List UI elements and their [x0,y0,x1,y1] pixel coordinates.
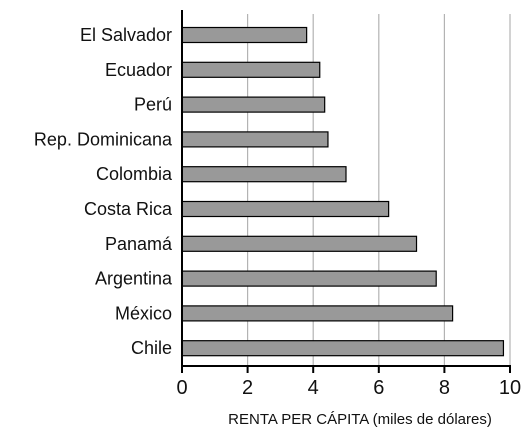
category-label-4: Colombia [96,164,173,184]
category-label-9: Chile [131,338,172,358]
category-label-8: México [115,303,172,323]
category-label-0: El Salvador [80,25,172,45]
bar-9 [181,340,505,357]
x-tick-label-4: 8 [439,377,450,399]
bar-5 [181,200,390,218]
x-tick-label-3: 6 [373,377,384,399]
category-label-6: Panamá [105,234,173,254]
category-label-5: Costa Rica [84,199,173,219]
category-label-7: Argentina [95,269,173,289]
bar-2 [181,96,326,113]
category-label-1: Ecuador [105,60,172,80]
bar-0 [181,26,308,44]
bar-6 [181,235,418,252]
bar-8 [181,305,454,322]
bar-1 [181,61,321,78]
axis-layer [181,10,511,373]
label-layer: El Salvador Ecuador Perú Rep. Dominicana Col… [34,25,521,399]
x-tick-label-5: 10 [499,377,521,399]
category-label-2: Perú [134,95,172,115]
bar-layer [181,26,505,357]
category-label-3: Rep. Dominicana [34,129,173,149]
x-tick-label-0: 0 [176,377,187,399]
bar-4 [181,166,347,183]
bar-3 [181,131,329,148]
x-tick-label-1: 2 [242,377,253,399]
x-axis-title: RENTA PER CÁPITA (miles de dólares) [228,411,492,428]
bar-7 [181,270,437,287]
x-tick-label-2: 4 [308,377,319,399]
